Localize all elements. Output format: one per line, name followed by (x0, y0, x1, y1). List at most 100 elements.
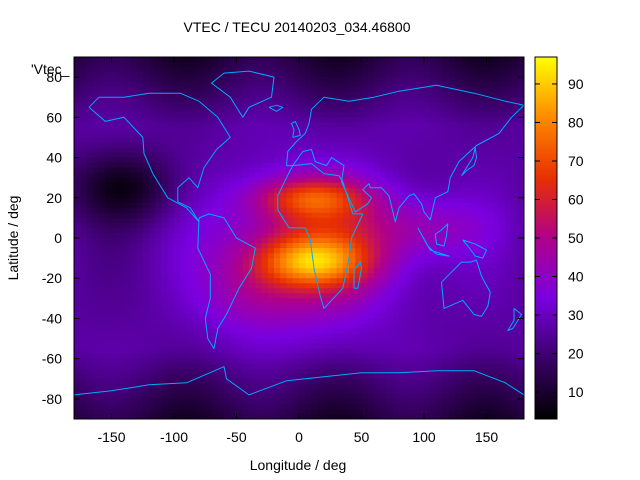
heatmap-cell (342, 388, 350, 395)
heatmap-cell (499, 222, 506, 229)
heatmap-cell (311, 112, 319, 118)
heatmap-cell (211, 368, 219, 375)
heatmap-cell (217, 77, 225, 83)
heatmap-cell (155, 157, 163, 164)
heatmap-cell (380, 217, 388, 224)
heatmap-cell (224, 157, 231, 164)
heatmap-cell (392, 207, 400, 214)
heatmap-cell (355, 62, 363, 68)
heatmap-cell (261, 253, 269, 259)
heatmap-cell (242, 278, 250, 284)
heatmap-cell (430, 217, 438, 224)
heatmap-cell (292, 313, 300, 320)
heatmap-cell (211, 393, 219, 400)
heatmap-cell (311, 348, 319, 355)
heatmap-cell (142, 77, 150, 83)
heatmap-cell (105, 177, 113, 184)
heatmap-cell (492, 157, 500, 164)
heatmap-cell (436, 152, 444, 159)
heatmap-cell (124, 197, 131, 204)
heatmap-cell (142, 82, 150, 88)
heatmap-cell (155, 338, 163, 345)
heatmap-cell (442, 268, 450, 274)
heatmap-cell (399, 207, 406, 214)
heatmap-cell (330, 227, 338, 234)
heatmap-cell (511, 288, 519, 294)
heatmap-cell (92, 303, 100, 309)
heatmap-cell (486, 238, 494, 244)
heatmap-cell (474, 373, 481, 380)
heatmap-cell (199, 363, 206, 370)
heatmap-cell (467, 57, 475, 63)
heatmap-cell (80, 217, 88, 224)
heatmap-cell (430, 348, 438, 355)
heatmap-cell (74, 152, 81, 159)
heatmap-cell (174, 333, 181, 340)
heatmap-cell (386, 263, 394, 269)
heatmap-cell (311, 142, 319, 149)
heatmap-cell (499, 177, 506, 184)
heatmap-cell (255, 238, 263, 244)
heatmap-cell (517, 72, 524, 78)
heatmap-cell (99, 318, 106, 325)
heatmap-cell (492, 82, 500, 88)
heatmap-cell (192, 268, 200, 274)
heatmap-cell (455, 293, 463, 299)
heatmap-cell (511, 348, 519, 355)
heatmap-cell (499, 363, 506, 370)
heatmap-cell (261, 122, 269, 128)
heatmap-cell (455, 142, 463, 149)
heatmap-cell (430, 393, 438, 400)
heatmap-cell (142, 167, 150, 174)
heatmap-cell (467, 273, 475, 279)
heatmap-cell (274, 383, 281, 390)
heatmap-cell (405, 278, 413, 284)
heatmap-cell (342, 197, 350, 204)
heatmap-cell (392, 248, 400, 254)
heatmap-cell (436, 358, 444, 365)
heatmap-cell (111, 273, 119, 279)
heatmap-cell (317, 238, 325, 244)
heatmap-cell (305, 358, 313, 365)
heatmap-cell (374, 328, 381, 335)
heatmap-cell (511, 142, 519, 149)
heatmap-cell (205, 57, 213, 63)
heatmap-cell (192, 358, 200, 365)
heatmap-cell (461, 57, 469, 63)
heatmap-cell (149, 197, 156, 204)
heatmap-cell (149, 232, 156, 239)
heatmap-cell (130, 293, 138, 299)
heatmap-cell (324, 333, 331, 340)
heatmap-cell (467, 222, 475, 229)
heatmap-cell (167, 102, 175, 108)
heatmap-cell (492, 137, 500, 144)
heatmap-cell (380, 132, 388, 139)
heatmap-cell (386, 227, 394, 234)
heatmap-cell (211, 197, 219, 204)
heatmap-cell (280, 92, 288, 98)
heatmap-cell (280, 107, 288, 113)
heatmap-cell (292, 117, 300, 123)
heatmap-cell (499, 338, 506, 345)
heatmap-cell (149, 248, 156, 254)
heatmap-cell (474, 167, 481, 174)
heatmap-cell (455, 147, 463, 154)
heatmap-cell (405, 62, 413, 68)
heatmap-cell (386, 348, 394, 355)
heatmap-cell (255, 318, 263, 325)
heatmap-cell (499, 318, 506, 325)
heatmap-cell (486, 222, 494, 229)
heatmap-cell (92, 197, 100, 204)
heatmap-cell (167, 373, 175, 380)
heatmap-cell (92, 122, 100, 128)
heatmap-cell (217, 358, 225, 365)
heatmap-cell (474, 383, 481, 390)
heatmap-cell (86, 207, 94, 214)
heatmap-cell (280, 248, 288, 254)
heatmap-cell (142, 147, 150, 154)
heatmap-cell (417, 283, 425, 289)
heatmap-cell (405, 238, 413, 244)
heatmap-cell (99, 77, 106, 83)
heatmap-cell (80, 227, 88, 234)
heatmap-cell (349, 348, 356, 355)
